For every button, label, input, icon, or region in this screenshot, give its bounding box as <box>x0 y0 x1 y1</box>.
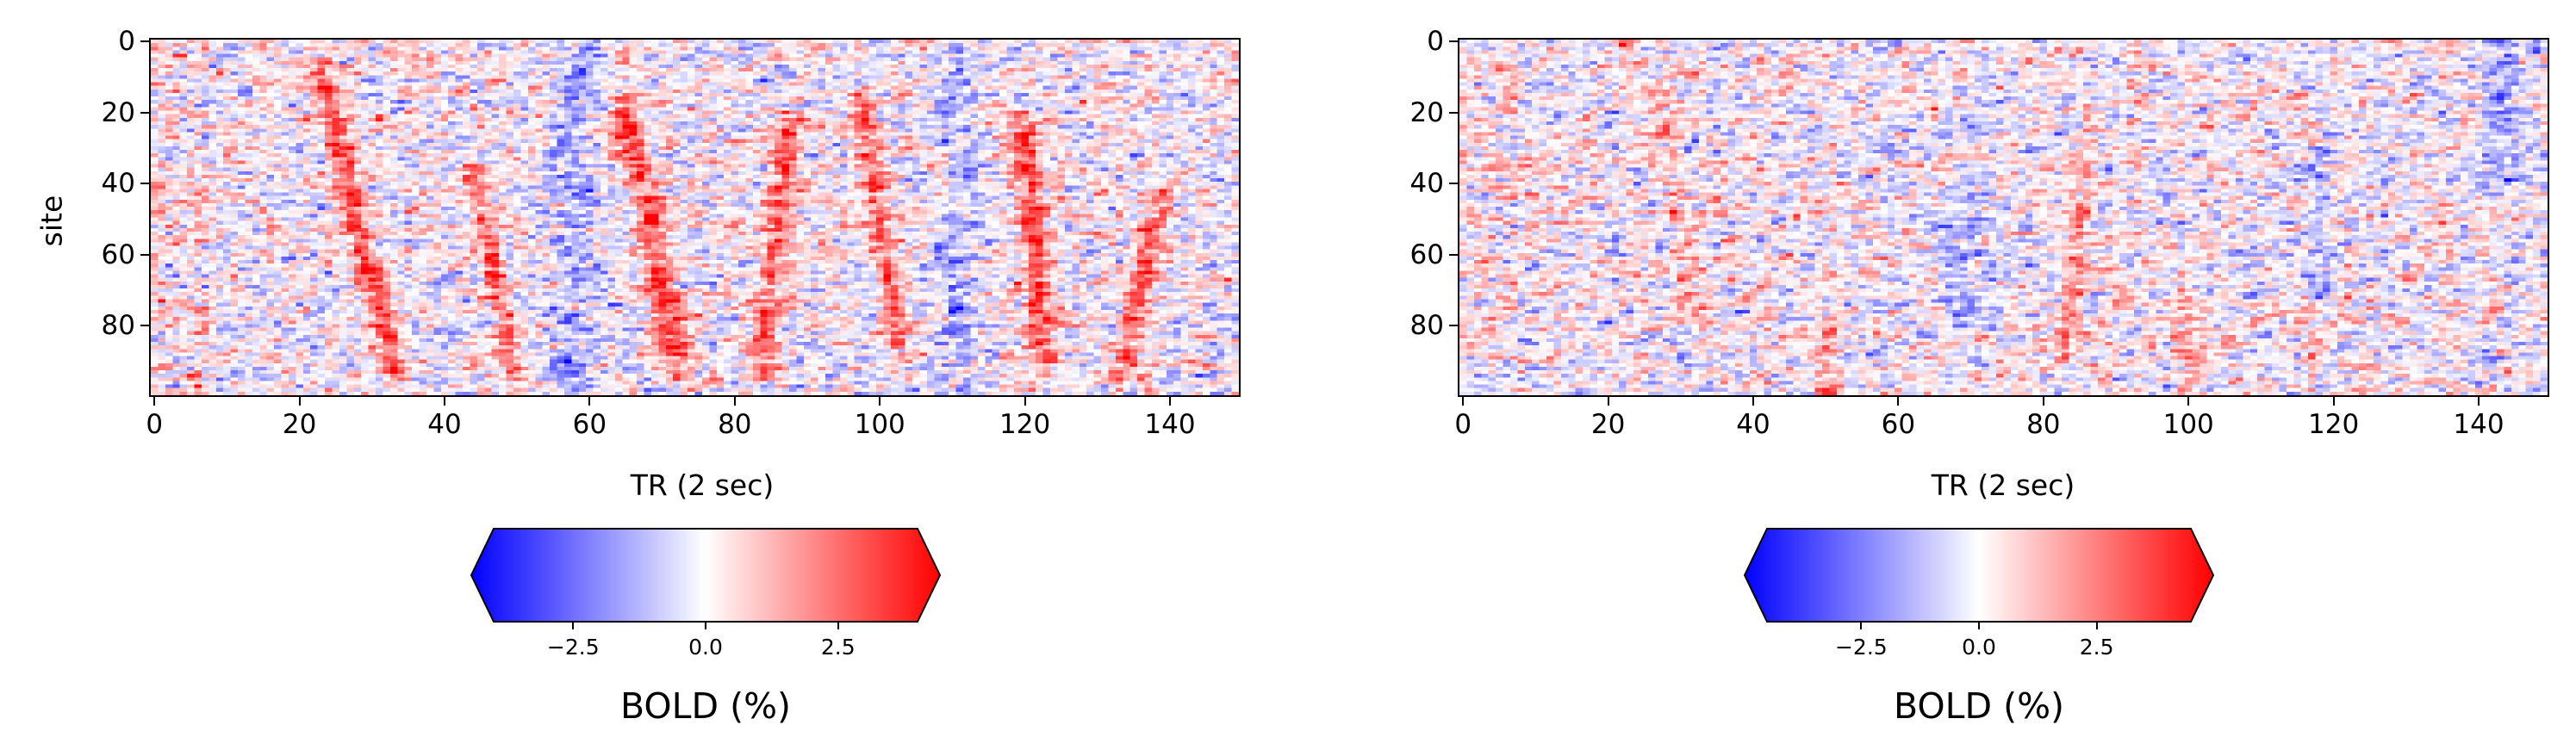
y-tick-mark <box>140 253 149 256</box>
x-tick-mark <box>879 397 881 406</box>
colorbar-tick-mark <box>837 622 839 629</box>
y-tick-label: 0 <box>118 26 135 58</box>
y-tick-label: 20 <box>101 96 135 128</box>
right-colorbar <box>1743 528 2215 623</box>
right-x-axis-label: TR (2 sec) <box>1931 468 2075 502</box>
colorbar-tick-label: 2.5 <box>820 635 856 660</box>
colorbar-tick-mark <box>1860 622 1863 629</box>
y-tick-mark <box>1449 111 1458 114</box>
left-x-axis-label: TR (2 sec) <box>630 468 775 502</box>
y-tick-label: 60 <box>101 239 135 270</box>
x-tick-label: 140 <box>1144 409 1196 440</box>
y-tick-mark <box>140 40 149 43</box>
colorbar-tick-label: −2.5 <box>546 635 600 660</box>
colorbar-tick-mark <box>705 622 706 629</box>
x-tick-label: 60 <box>1881 409 1916 440</box>
y-tick-label: 0 <box>1427 26 1444 58</box>
x-tick-mark <box>2042 397 2044 406</box>
y-tick-mark <box>140 183 149 185</box>
x-tick-label: 20 <box>282 409 317 440</box>
colorbar-tick-mark <box>2095 622 2098 629</box>
x-tick-label: 100 <box>2162 409 2214 440</box>
x-tick-mark <box>1897 397 1900 406</box>
x-tick-mark <box>1607 397 1609 406</box>
x-tick-label: 40 <box>1736 409 1770 440</box>
colorbar-tick-label: 0.0 <box>1962 635 1996 660</box>
x-tick-mark <box>588 397 591 406</box>
x-tick-label: 80 <box>718 409 752 440</box>
x-tick-label: 120 <box>2308 409 2360 440</box>
y-tick-label: 80 <box>101 310 135 342</box>
x-tick-mark <box>444 397 445 406</box>
colorbar-tick-label: −2.5 <box>1834 635 1888 660</box>
colorbar-tick-label: 0.0 <box>688 635 723 660</box>
x-tick-mark <box>1024 397 1026 406</box>
colorbar-tick-mark <box>1978 622 1980 629</box>
x-tick-mark <box>733 397 736 406</box>
x-tick-mark <box>1169 397 1171 406</box>
x-tick-label: 40 <box>427 409 462 440</box>
x-tick-mark <box>153 397 156 406</box>
right-colorbar-title: BOLD (%) <box>1893 685 2065 727</box>
x-tick-mark <box>2332 397 2335 406</box>
x-tick-mark <box>298 397 301 406</box>
x-tick-label: 140 <box>2453 409 2504 440</box>
y-tick-mark <box>140 111 149 114</box>
right-heatmap-image <box>1459 40 2548 395</box>
left-colorbar <box>470 528 942 623</box>
x-tick-mark <box>2187 397 2190 406</box>
x-tick-mark <box>1752 397 1754 406</box>
left-heatmap-image <box>151 40 1239 395</box>
right-heatmap-plot-area <box>1458 38 2549 397</box>
x-tick-mark <box>1462 397 1465 406</box>
y-tick-label: 40 <box>101 168 135 200</box>
x-tick-label: 80 <box>2026 409 2061 440</box>
y-tick-label: 20 <box>1409 96 1444 128</box>
x-tick-label: 100 <box>854 409 905 440</box>
x-tick-label: 0 <box>146 409 164 440</box>
y-tick-label: 80 <box>1409 310 1444 342</box>
y-tick-mark <box>1449 253 1458 256</box>
x-tick-label: 120 <box>999 409 1051 440</box>
x-tick-label: 60 <box>572 409 607 440</box>
x-tick-label: 20 <box>1590 409 1626 440</box>
colorbar-tick-label: 2.5 <box>2079 635 2114 660</box>
x-tick-label: 0 <box>1454 409 1472 440</box>
left-heatmap-plot-area <box>149 38 1241 397</box>
colorbar-tick-mark <box>572 622 575 629</box>
y-tick-mark <box>1449 40 1458 43</box>
x-tick-mark <box>2478 397 2480 406</box>
y-tick-label: 60 <box>1409 239 1444 270</box>
y-tick-mark <box>140 325 149 327</box>
y-tick-mark <box>1449 325 1458 327</box>
y-tick-label: 40 <box>1409 168 1444 200</box>
y-tick-mark <box>1449 183 1458 185</box>
left-colorbar-title: BOLD (%) <box>619 685 792 727</box>
